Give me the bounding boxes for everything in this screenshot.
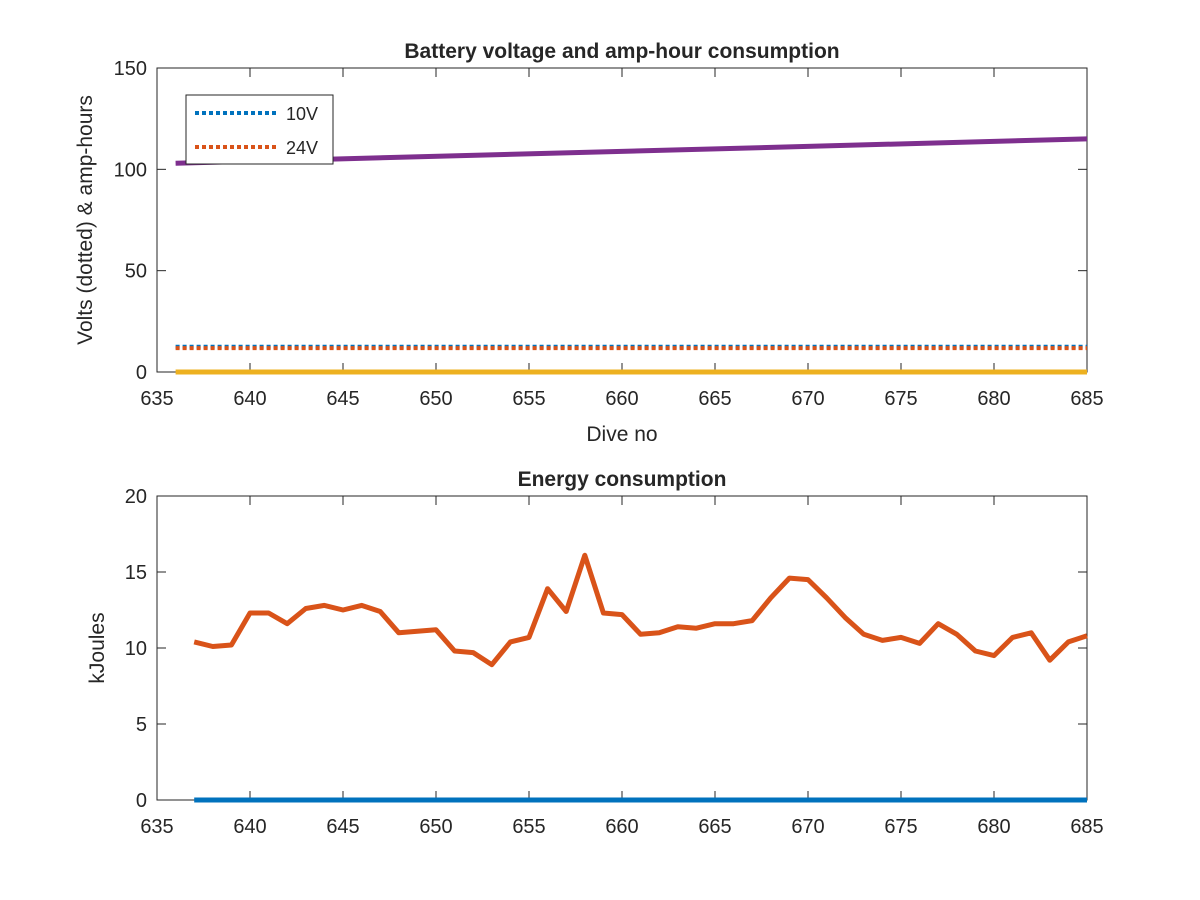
x-tick-label: 645: [326, 388, 359, 410]
x-tick-label: 635: [140, 816, 173, 838]
chart-panel-2: 635 640 645 650 655 660 665 670 675 680 685 0 5 10 15 2…: [86, 468, 1104, 838]
x-tick-label: 660: [605, 816, 638, 838]
plot-area: [156, 495, 1088, 801]
y-tick-label: 20: [125, 486, 147, 508]
y-tick-label: 0: [136, 362, 147, 384]
x-tick-label: 685: [1070, 816, 1103, 838]
x-tick-label: 680: [977, 816, 1010, 838]
y-tick-label: 50: [125, 261, 147, 283]
series-2-line: [193, 552, 1088, 668]
chart-panel-1: 635 640 645 650 655 660 665 670 675 680 685 0 50 100 1…: [74, 40, 1104, 446]
y-tick-label: 5: [136, 714, 147, 736]
x-tick-label: 640: [233, 388, 266, 410]
x-tick-label: 640: [233, 816, 266, 838]
x-tick-label: 650: [419, 816, 452, 838]
x-axis-label: Dive no: [586, 423, 657, 446]
x-tick-label: 670: [791, 816, 824, 838]
x-tick-label: 655: [512, 816, 545, 838]
x-tick-label: 660: [605, 388, 638, 410]
x-tick-label: 665: [698, 816, 731, 838]
chart-title: Energy consumption: [518, 468, 727, 491]
y-axis-label: Volts (dotted) & amp-hours: [74, 95, 97, 345]
y-tick-label: 150: [114, 58, 147, 80]
x-tick-label: 675: [884, 816, 917, 838]
x-tick-label: 675: [884, 388, 917, 410]
x-tick-label: 665: [698, 388, 731, 410]
x-tick-label: 670: [791, 388, 824, 410]
chart-title: Battery voltage and amp-hour consumption: [404, 40, 839, 63]
x-tick-label: 655: [512, 388, 545, 410]
x-tick-label: 680: [977, 388, 1010, 410]
y-tick-label: 15: [125, 562, 147, 584]
x-tick-label: 650: [419, 388, 452, 410]
x-tick-label: 635: [140, 388, 173, 410]
legend-box: [185, 94, 334, 165]
y-tick-label: 10: [125, 638, 147, 660]
legend-label-10V: 10V: [286, 104, 318, 124]
y-tick-label: 0: [136, 790, 147, 812]
y-axis-label: kJoules: [86, 612, 109, 683]
legend: 10V 24V: [185, 94, 334, 165]
x-tick-label: 645: [326, 816, 359, 838]
y-tick-label: 100: [114, 159, 147, 181]
x-tick-label: 685: [1070, 388, 1103, 410]
legend-label-24V: 24V: [286, 138, 318, 158]
